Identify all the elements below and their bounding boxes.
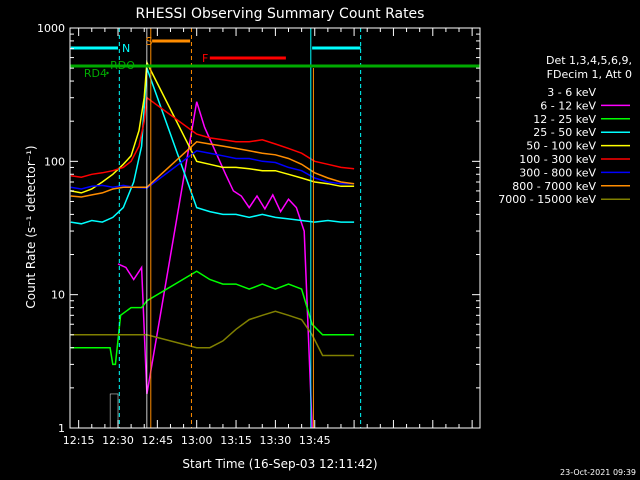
- x-tick-label: 13:45: [299, 434, 331, 447]
- series-line-5: [70, 59, 355, 194]
- footer-date: 23-Oct-2021 09:39: [560, 468, 636, 477]
- x-tick-label: 13:15: [220, 434, 252, 447]
- legend-label-8: 800 - 7000 keV: [512, 180, 596, 193]
- legend-label-4: 25 - 50 keV: [533, 126, 596, 139]
- flare-flag-label: F: [202, 52, 208, 65]
- legend-label-6: 100 - 300 keV: [519, 153, 596, 166]
- x-tick-label: 13:00: [181, 434, 213, 447]
- series-line-9: [70, 310, 355, 357]
- rd4-flag-dot: [106, 71, 109, 75]
- y-tick-label: 100: [44, 155, 65, 168]
- labels-layer: RHESSI Observing Summary Count Rates Sta…: [24, 6, 636, 477]
- rdo-flag-label: RDO: [110, 59, 135, 72]
- series-line-1: [107, 81, 308, 429]
- legend-header-line-2: FDecim 1, Att 0: [547, 68, 632, 81]
- saa-flag-label: S: [146, 35, 153, 48]
- legend-label-3: 12 - 25 keV: [533, 113, 596, 126]
- legend-label-5: 50 - 100 keV: [526, 140, 596, 153]
- series-line-3: [70, 270, 355, 366]
- series-line-4: [70, 67, 355, 225]
- low-count-block: [109, 393, 119, 429]
- x-tick-label: 12:45: [141, 434, 173, 447]
- legend-label-7: 300 - 800 keV: [519, 166, 596, 179]
- legend-label-9: 7000 - 15000 keV: [498, 193, 596, 206]
- axes-layer: 1 10 100 1000 12:15 12:30 12:45 13:00 13:15 13:30…: [37, 22, 481, 447]
- x-tick-label: 12:30: [102, 434, 134, 447]
- y-tick-label: 1: [58, 422, 65, 435]
- series-line-6: [70, 96, 355, 178]
- y-tick-label: 1000: [37, 22, 65, 35]
- x-axis-label: Start Time (16-Sep-03 12:11:42): [182, 457, 377, 471]
- legend-label-1: 3 - 6 keV: [547, 86, 596, 99]
- rd4-flag-label: RD4: [84, 67, 107, 80]
- x-tick-label: 12:15: [63, 434, 95, 447]
- y-tick-label: 10: [51, 289, 65, 302]
- legend-header-line-1: Det 1,3,4,5,6,9,: [546, 54, 632, 67]
- x-tick-label: 13:30: [260, 434, 292, 447]
- night-flag-label: N: [122, 42, 130, 55]
- chart-title: RHESSI Observing Summary Count Rates: [136, 6, 425, 22]
- y-axis-label: Count Rate (s⁻¹ detector⁻¹): [24, 145, 38, 308]
- series-line-2: [117, 101, 313, 429]
- legend-label-2: 6 - 12 keV: [540, 99, 596, 112]
